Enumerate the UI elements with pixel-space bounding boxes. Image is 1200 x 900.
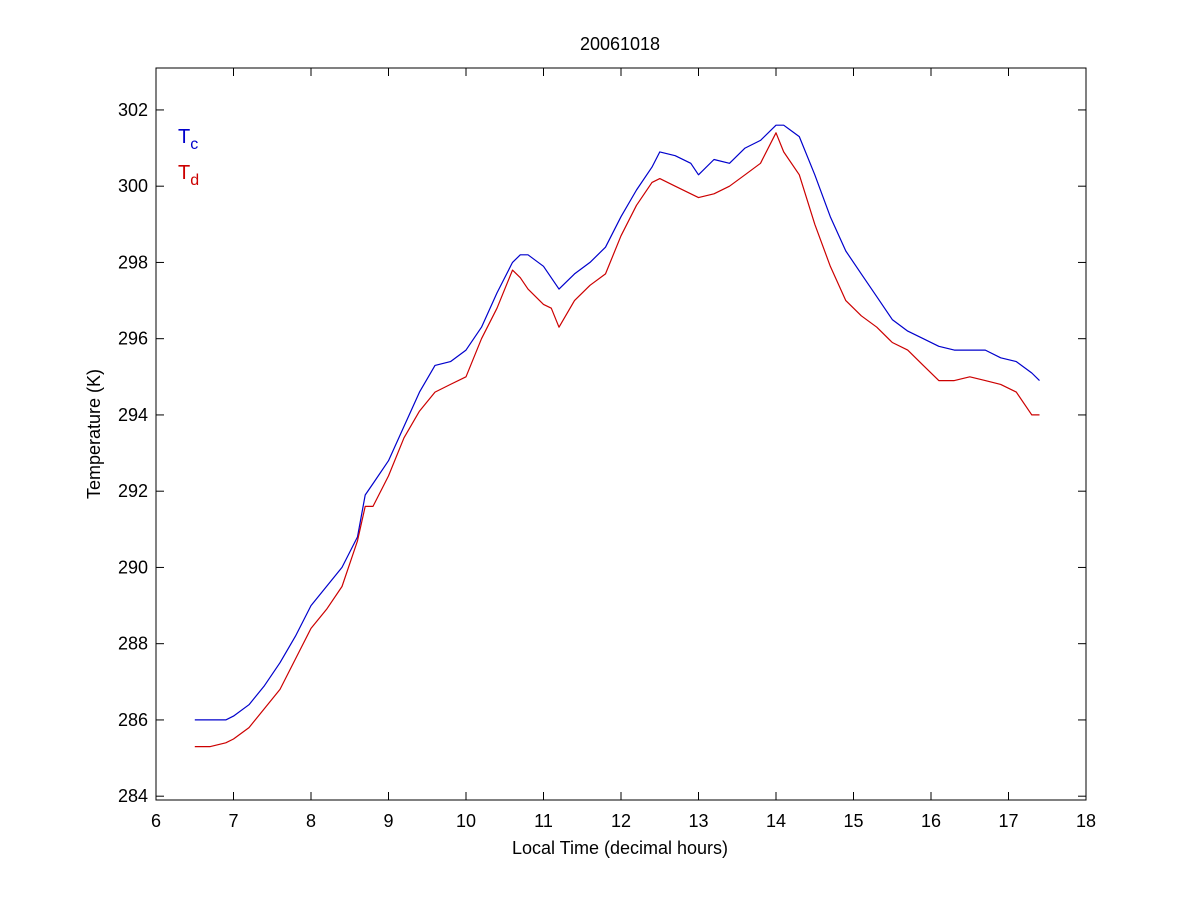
x-axis-label: Local Time (decimal hours): [512, 838, 728, 858]
x-tick-label: 17: [998, 811, 1018, 831]
x-tick-label: 11: [534, 811, 553, 831]
series-line-Td: [194, 132, 1040, 748]
x-tick-label: 16: [921, 811, 941, 831]
x-tick-label: 15: [843, 811, 863, 831]
x-tick-label: 7: [228, 811, 238, 831]
x-tick-label: 10: [456, 811, 476, 831]
x-tick-label: 6: [151, 811, 161, 831]
x-tick-label: 8: [306, 811, 316, 831]
y-axis: 284 286 288 290 292 294 296 298 300 302: [118, 100, 1086, 806]
x-tick-label: 9: [383, 811, 393, 831]
plot-area: [194, 124, 1040, 748]
legend-entry-Tc: Tc: [178, 126, 198, 153]
series-line-Tc: [194, 124, 1040, 721]
x-tick-label: 14: [766, 811, 786, 831]
legend-subscript: c: [190, 136, 198, 153]
y-tick-label: 292: [118, 481, 148, 501]
y-tick-label: 302: [118, 100, 148, 120]
y-tick-label: 290: [118, 557, 148, 577]
x-axis: 6 7 8 9 10 11 12 13 14 15 16 17 18: [151, 68, 1096, 831]
x-tick-label: 12: [611, 811, 631, 831]
y-tick-label: 296: [118, 329, 148, 349]
legend-subscript: d: [190, 172, 199, 189]
series-layer: [194, 124, 1040, 748]
y-tick-label: 298: [118, 252, 148, 272]
y-axis-label: Temperature (K): [84, 369, 104, 499]
y-tick-label: 288: [118, 634, 148, 654]
y-tick-label: 286: [118, 710, 148, 730]
y-tick-label: 284: [118, 786, 148, 806]
x-tick-label: 18: [1076, 811, 1096, 831]
legend-main-text: T: [178, 126, 190, 148]
y-tick-label: 300: [118, 176, 148, 196]
legend-main-text: T: [178, 162, 190, 184]
chart-title: 20061018: [580, 34, 660, 54]
x-tick-label: 13: [688, 811, 708, 831]
y-tick-label: 294: [118, 405, 148, 425]
legend-entry-Td: Td: [178, 162, 199, 189]
